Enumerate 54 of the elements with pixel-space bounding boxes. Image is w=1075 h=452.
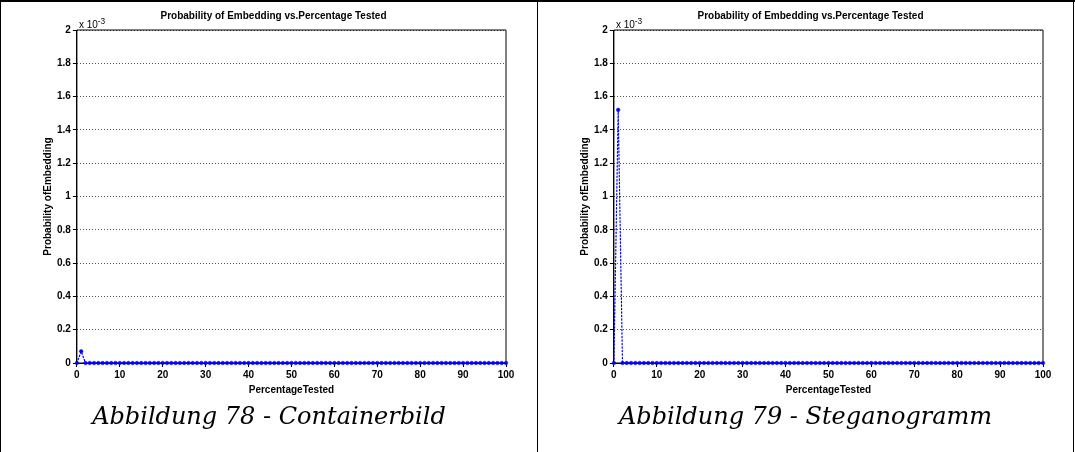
x-tick-label: 40 bbox=[779, 368, 792, 380]
x-tick-label: 90 bbox=[457, 368, 470, 380]
x-tick-label: 20 bbox=[694, 368, 706, 380]
y-tick-label: 1.2 bbox=[57, 156, 72, 168]
y-axis-title: Probability ofEmbedding bbox=[41, 137, 53, 256]
y-tick-label: 1.2 bbox=[594, 156, 609, 168]
x-axis-title: PercentageTested bbox=[248, 383, 335, 395]
x-tick-label: 10 bbox=[651, 368, 663, 380]
y-tick-label: 0.4 bbox=[594, 290, 609, 302]
y-tick-label: 1.8 bbox=[594, 57, 609, 69]
y-tick-label: 1.4 bbox=[57, 123, 72, 135]
y-tick-label: 1.6 bbox=[57, 90, 72, 102]
x-tick-label: 30 bbox=[200, 368, 212, 380]
chart-title: Probability of Embedding vs.Percentage Tested bbox=[160, 9, 387, 21]
x-tick-label: 50 bbox=[285, 368, 298, 380]
y-tick-label: 0.6 bbox=[57, 256, 72, 268]
y-tick-label: 2 bbox=[602, 23, 609, 35]
x-tick-label: 80 bbox=[414, 368, 427, 380]
chart-title: Probability of Embedding vs.Percentage Tested bbox=[697, 9, 924, 21]
x-tick-label: 50 bbox=[822, 368, 835, 380]
y-tick-label: 0 bbox=[602, 356, 609, 368]
text: Abbildung 78 - Containerbild bbox=[89, 402, 447, 430]
y-tick-label: 0.2 bbox=[57, 323, 72, 335]
text: Abbildung 79 - Steganogramm bbox=[616, 402, 994, 430]
x-tick-label: 40 bbox=[242, 368, 255, 380]
y-tick-label: 1.8 bbox=[57, 57, 72, 69]
y-axis-title: Probability ofEmbedding bbox=[578, 137, 590, 256]
x-tick-label: 60 bbox=[328, 368, 341, 380]
annotation: x 10$^{-3}$ bbox=[78, 16, 106, 31]
y-tick-label: 0.4 bbox=[57, 290, 72, 302]
x-tick-label: 30 bbox=[737, 368, 749, 380]
annotation: x 10$^{-3}$ bbox=[615, 16, 643, 31]
x-tick-label: 0 bbox=[74, 368, 81, 380]
x-tick-label: 100 bbox=[497, 368, 515, 380]
y-tick-label: 1 bbox=[602, 190, 609, 202]
x-tick-label: 80 bbox=[951, 368, 964, 380]
x-tick-label: 90 bbox=[994, 368, 1007, 380]
x-tick-label: 70 bbox=[908, 368, 921, 380]
y-tick-label: 1 bbox=[65, 190, 72, 202]
x-tick-label: 100 bbox=[1034, 368, 1052, 380]
x-tick-label: 70 bbox=[371, 368, 384, 380]
y-tick-label: 0.8 bbox=[57, 223, 72, 235]
x-tick-label: 60 bbox=[865, 368, 878, 380]
y-tick-label: 0.8 bbox=[594, 223, 609, 235]
y-tick-label: 2 bbox=[65, 23, 72, 35]
y-tick-label: 0.2 bbox=[594, 323, 609, 335]
x-axis-title: PercentageTested bbox=[785, 383, 872, 395]
y-tick-label: 1.4 bbox=[594, 123, 609, 135]
x-tick-label: 0 bbox=[611, 368, 618, 380]
y-tick-label: 1.6 bbox=[594, 90, 609, 102]
y-tick-label: 0.6 bbox=[594, 256, 609, 268]
x-tick-label: 10 bbox=[114, 368, 126, 380]
y-tick-label: 0 bbox=[65, 356, 72, 368]
x-tick-label: 20 bbox=[157, 368, 169, 380]
